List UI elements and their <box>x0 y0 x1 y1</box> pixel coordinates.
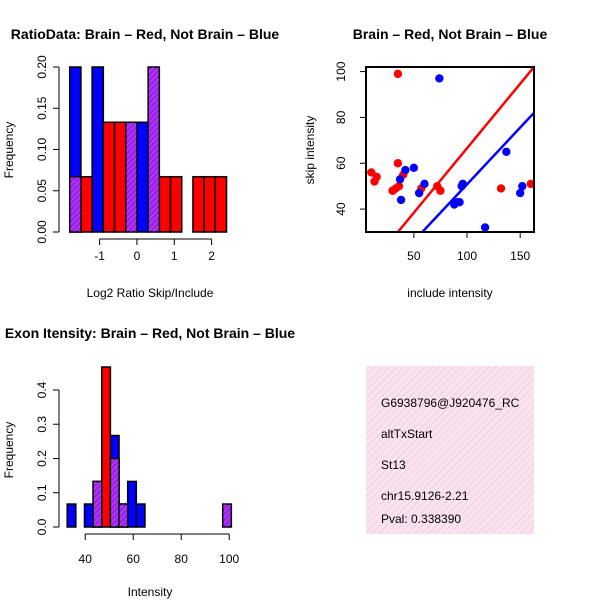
exon-bar-blue-0 <box>66 503 77 528</box>
ratio-bar-red-3 <box>158 175 172 233</box>
ratio-x-tick-label-1: 0 <box>134 249 141 263</box>
intensity-scatter: Brain – Red, Not Brain – Blue 50 100 150 4… <box>303 26 547 300</box>
scatter-point-red-13 <box>496 184 506 193</box>
scatter-fit-line-red <box>396 67 534 232</box>
info-line-gene: St13 <box>381 458 406 472</box>
exon-histogram-ylabel: Frequency <box>2 422 16 479</box>
ratio-histogram-x-axis: -1 0 1 2 <box>94 238 215 263</box>
ratio-bar-blue-1 <box>91 66 105 233</box>
exon-bar-hatch-0 <box>93 481 102 527</box>
ratio-bar-red-5 <box>192 175 205 233</box>
intensity-scatter-ylabel: skip intensity <box>303 116 317 185</box>
ratio-bar-hatch-0 <box>69 176 81 232</box>
exon-histogram-xlabel: Intensity <box>128 585 173 599</box>
ratio-histogram-bars <box>68 66 228 233</box>
exon-histogram-bars <box>66 366 233 528</box>
ratio-bar-hatch-1 <box>125 122 137 232</box>
scatter-point-blue-2 <box>395 175 405 184</box>
info-box: G6938796@J920476_RC altTxStart St13 chr1… <box>366 366 534 534</box>
scatter-point-blue-12 <box>480 223 490 232</box>
scatter-point-red-6 <box>393 159 403 168</box>
scatter-point-blue-1 <box>396 195 406 205</box>
exon-y-tick-label-4: 0.4 <box>35 381 49 398</box>
exon-bar-hatch-1 <box>110 458 120 527</box>
ratio-x-tick-label-2: 1 <box>171 249 178 263</box>
ratio-histogram-title: RatioData: Brain – Red, Not Brain – Blue <box>11 26 280 42</box>
intensity-scatter-title: Brain – Red, Not Brain – Blue <box>353 26 548 42</box>
info-line-probe-id: G6938796@J920476_RC <box>381 396 520 410</box>
info-line-location: chr15.9126-2.21 <box>381 489 469 503</box>
info-line-pvalue: Pval: 0.338390 <box>381 512 461 526</box>
exon-bar-hatch-2 <box>119 504 128 527</box>
intensity-scatter-x-axis: 50 100 150 <box>407 232 531 263</box>
intensity-scatter-y-axis: 40 60 80 100 <box>334 61 366 216</box>
ratio-bar-red-4 <box>169 175 183 233</box>
ratio-bar-blue-2 <box>136 121 149 233</box>
exon-y-tick-label-1: 0.1 <box>35 484 49 501</box>
exon-bar-blue-5 <box>135 503 146 528</box>
ratio-bar-red-1 <box>102 121 116 233</box>
scatter-point-blue-3 <box>401 165 410 175</box>
exon-y-tick-label-2: 0.2 <box>35 450 49 467</box>
exon-histogram: Exon Itensity: Brain – Red, Not Brain – … <box>2 325 295 599</box>
scatter-y-tick-label-0: 40 <box>334 202 348 216</box>
intensity-scatter-marks <box>367 67 534 232</box>
intensity-scatter-frame <box>365 66 535 233</box>
ratio-y-tick-label-4: 0.20 <box>35 55 49 79</box>
ratio-x-tick-label-0: -1 <box>94 249 105 263</box>
scatter-point-blue-15 <box>518 181 527 191</box>
scatter-point-blue-0 <box>435 74 444 83</box>
exon-histogram-x-axis: 40 60 80 100 <box>79 533 240 566</box>
scatter-point-red-0 <box>393 69 403 79</box>
exon-x-tick-label-1: 60 <box>127 552 141 566</box>
ratio-y-tick-label-1: 0.05 <box>35 179 49 203</box>
exon-bar-hatch-3 <box>222 504 232 527</box>
exon-histogram-y-axis: 0.0 0.1 0.2 0.3 0.4 <box>35 381 60 535</box>
scatter-point-blue-6 <box>420 179 429 189</box>
intensity-scatter-xlabel: include intensity <box>407 286 492 300</box>
ratio-y-tick-label-0: 0.00 <box>35 220 49 244</box>
ratio-x-tick-label-3: 2 <box>208 249 215 263</box>
scatter-point-red-12 <box>436 186 445 195</box>
scatter-point-blue-9 <box>455 198 464 207</box>
scatter-x-tick-label-1: 100 <box>457 249 477 263</box>
ratio-bar-red-0 <box>80 175 93 233</box>
exon-x-tick-label-0: 40 <box>79 552 93 566</box>
scatter-point-blue-5 <box>414 188 424 198</box>
scatter-point-red-3 <box>372 172 381 182</box>
scatter-y-tick-label-2: 80 <box>334 110 348 124</box>
scatter-point-blue-14 <box>515 188 525 198</box>
exon-bar-red-0 <box>101 366 112 528</box>
exon-bar-blue-1 <box>83 503 94 528</box>
scatter-point-blue-13 <box>502 147 511 156</box>
ratio-histogram-y-axis: 0.00 0.05 0.10 0.15 0.20 <box>35 55 60 244</box>
scatter-x-tick-label-0: 50 <box>407 249 421 263</box>
exon-y-tick-label-0: 0.0 <box>35 518 49 535</box>
exon-histogram-title: Exon Itensity: Brain – Red, Not Brain – … <box>5 325 295 341</box>
ratio-bar-red-7 <box>214 175 228 233</box>
scatter-point-red-14 <box>526 179 534 189</box>
scatter-point-red-8 <box>394 181 404 191</box>
info-line-event-type: altTxStart <box>381 427 433 441</box>
exon-y-tick-label-3: 0.3 <box>35 416 49 433</box>
ratio-histogram-xlabel: Log2 Ratio Skip/Include <box>87 286 214 300</box>
exon-x-tick-label-3: 100 <box>219 552 239 566</box>
ratio-bar-red-2 <box>113 121 127 233</box>
ratio-y-tick-label-2: 0.10 <box>35 137 49 161</box>
ratio-histogram-ylabel: Frequency <box>2 122 16 179</box>
info-box-background <box>366 366 534 534</box>
scatter-y-tick-label-1: 60 <box>334 156 348 170</box>
ratio-histogram: RatioData: Brain – Red, Not Brain – Blue… <box>2 26 279 300</box>
ratio-bar-red-6 <box>203 175 217 233</box>
scatter-point-blue-4 <box>409 163 419 173</box>
ratio-bar-hatch-2 <box>148 67 160 232</box>
ratio-y-tick-label-3: 0.15 <box>35 96 49 120</box>
scatter-fit-line-blue <box>421 111 534 232</box>
exon-bar-blue-4 <box>126 480 138 528</box>
scatter-x-tick-label-2: 150 <box>510 249 530 263</box>
exon-x-tick-label-2: 80 <box>175 552 189 566</box>
scatter-y-tick-label-3: 100 <box>334 61 348 81</box>
